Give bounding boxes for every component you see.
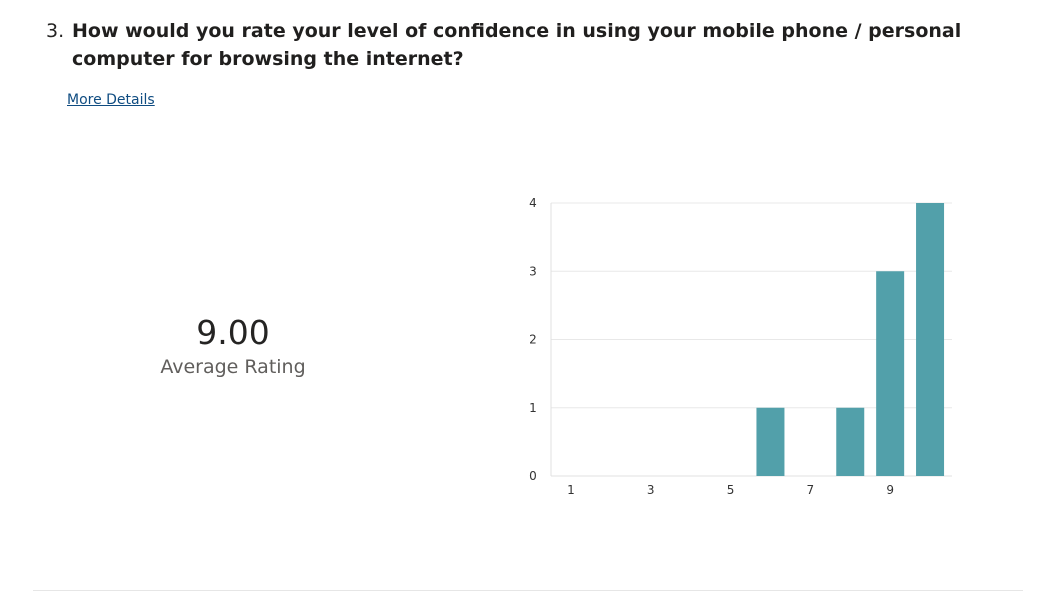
bar-rating-8[interactable] xyxy=(836,407,865,476)
y-tick-label: 3 xyxy=(529,264,537,278)
y-tick-label: 0 xyxy=(529,469,537,483)
question-heading: 3. How would you rate your level of conf… xyxy=(46,17,1036,73)
y-tick-labels: 0 1 2 3 4 xyxy=(529,196,537,483)
bar-rating-6[interactable] xyxy=(756,407,785,476)
x-tick-label: 9 xyxy=(886,483,894,497)
question-number: 3. xyxy=(46,20,65,42)
average-rating-summary: 9.00 Average Rating xyxy=(133,312,333,380)
section-divider xyxy=(33,590,1023,591)
x-tick-label: 5 xyxy=(727,483,735,497)
average-rating-value: 9.00 xyxy=(196,313,270,352)
y-tick-label: 1 xyxy=(529,401,537,415)
bar-rating-9[interactable] xyxy=(876,271,905,476)
average-rating-label: Average Rating xyxy=(160,356,306,378)
y-tick-label: 4 xyxy=(529,196,537,210)
question-text: How would you rate your level of confide… xyxy=(72,20,962,70)
x-tick-label: 3 xyxy=(647,483,655,497)
y-tick-label: 2 xyxy=(529,333,537,347)
chart-bars xyxy=(756,203,945,476)
x-tick-label: 7 xyxy=(807,483,815,497)
x-tick-labels: 1 3 5 7 9 xyxy=(567,483,894,497)
rating-distribution-chart: 0 1 2 3 4 1 3 5 7 9 xyxy=(529,196,952,497)
more-details-link[interactable]: More Details xyxy=(67,92,155,108)
x-tick-label: 1 xyxy=(567,483,575,497)
bar-rating-10[interactable] xyxy=(916,203,945,476)
